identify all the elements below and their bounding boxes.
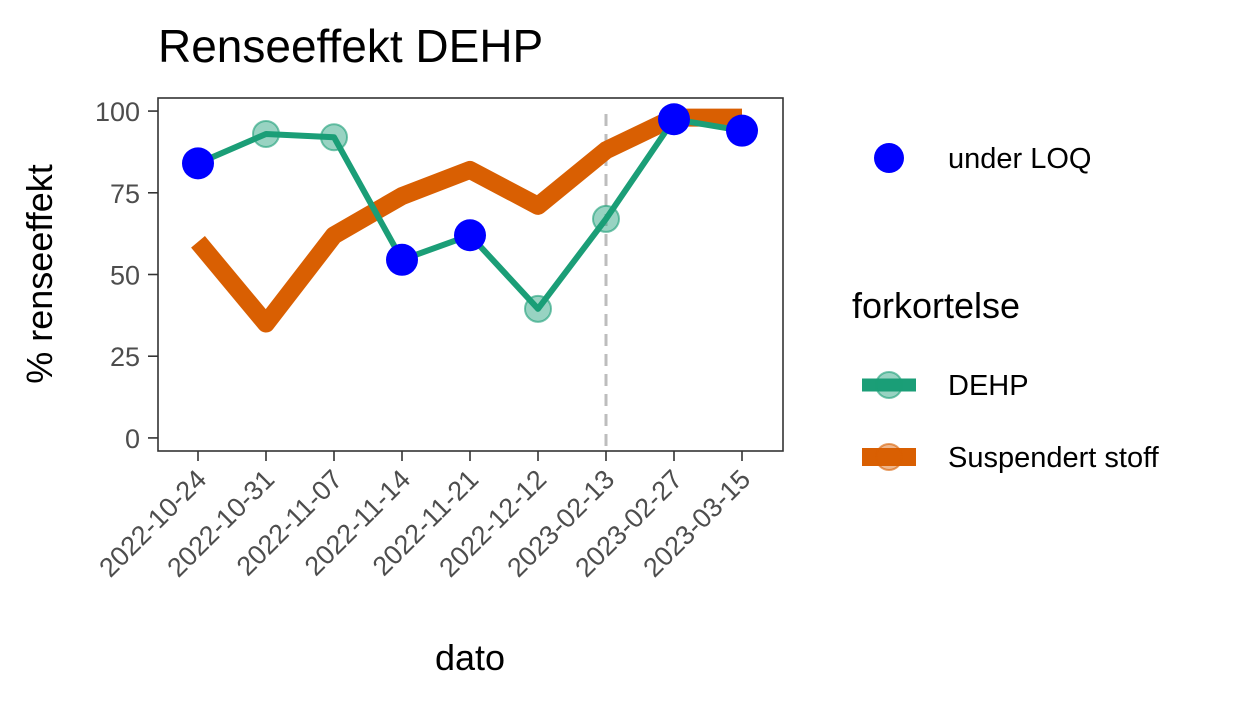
under-loq-point bbox=[454, 219, 486, 252]
plot-panel bbox=[157, 97, 784, 452]
under-loq-point bbox=[386, 243, 418, 276]
legend: under LOQ forkortelse DEHP Suspendert st… bbox=[852, 143, 1160, 474]
legend-under-loq-key bbox=[874, 143, 904, 173]
y-axis-title: % renseeffekt bbox=[19, 164, 60, 383]
legend-under-loq-label: under LOQ bbox=[948, 143, 1091, 175]
y-tick-label: 25 bbox=[110, 342, 140, 372]
legend-suspendert-label: Suspendert stoff bbox=[948, 442, 1160, 474]
y-tick-label: 0 bbox=[125, 424, 140, 454]
y-tick-label: 100 bbox=[95, 97, 140, 127]
legend-title: forkortelse bbox=[852, 285, 1020, 326]
dehp-point bbox=[524, 294, 552, 323]
points-layer bbox=[182, 103, 758, 276]
under-loq-point bbox=[182, 147, 214, 180]
series-line-suspendert-stoff bbox=[191, 108, 742, 333]
under-loq-point bbox=[658, 103, 690, 136]
y-axis: 0 25 50 75 100 bbox=[95, 97, 158, 454]
dehp-point bbox=[252, 119, 280, 148]
under-loq-point bbox=[726, 114, 758, 147]
x-axis: 2022-10-242022-10-312022-11-072022-11-14… bbox=[93, 451, 756, 583]
series-line-dehp bbox=[196, 116, 743, 312]
x-axis-title: dato bbox=[435, 637, 505, 678]
legend-dehp-key-point bbox=[875, 371, 903, 399]
series-layer bbox=[184, 105, 756, 333]
legend-suspendert-key-point bbox=[875, 443, 903, 471]
chart-title: Renseeffekt DEHP bbox=[158, 20, 543, 72]
dehp-point bbox=[320, 123, 348, 152]
dehp-point bbox=[592, 204, 620, 233]
y-tick-label: 75 bbox=[110, 179, 140, 209]
legend-dehp-label: DEHP bbox=[948, 370, 1029, 402]
y-tick-label: 50 bbox=[110, 261, 140, 291]
